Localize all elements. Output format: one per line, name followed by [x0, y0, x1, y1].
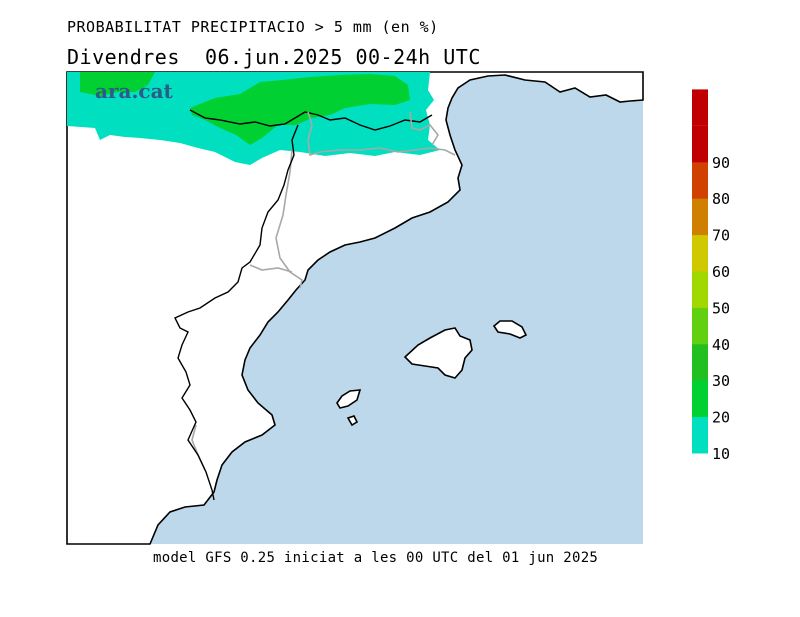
- legend-swatch: [692, 125, 708, 163]
- region-boundary: [249, 264, 293, 273]
- legend-swatch-top: [692, 89, 708, 126]
- legend-label: 70: [712, 227, 730, 245]
- map-title: PROBABILITAT PRECIPITACIO > 5 mm (en %): [67, 18, 439, 36]
- probability-field-20: [190, 74, 410, 145]
- island-mallorca: [403, 327, 473, 379]
- legend-swatch: [692, 343, 708, 381]
- model-run-footer: model GFS 0.25 iniciat a les 00 UTC del …: [153, 550, 599, 566]
- probability-field-20: [80, 72, 155, 96]
- island-eivissa: [336, 389, 362, 409]
- legend-label: 40: [712, 336, 730, 354]
- legend-swatch: [692, 416, 708, 454]
- legend-swatch: [692, 307, 708, 345]
- island-formentera: [346, 415, 359, 427]
- legend-swatch: [692, 271, 708, 308]
- island-menorca: [492, 320, 528, 339]
- legend-swatch: [692, 234, 708, 272]
- region-boundary: [409, 111, 439, 146]
- legend-label: 10: [712, 445, 730, 463]
- map-subtitle: Divendres 06.jun.2025 00-24h UTC: [67, 45, 481, 69]
- legend-label: 60: [712, 263, 730, 281]
- legend-label: 80: [712, 190, 730, 208]
- legend-swatch: [692, 198, 708, 236]
- legend-swatch: [692, 380, 708, 418]
- legend-label: 30: [712, 372, 730, 390]
- legend-label: 90: [712, 154, 730, 172]
- ara-cat-logo: ara.cat: [95, 79, 174, 103]
- mainland: [66, 71, 644, 545]
- legend-label: 50: [712, 299, 730, 317]
- region-boundary: [275, 149, 303, 289]
- region-boundary: [307, 111, 456, 157]
- legend-swatch: [692, 161, 708, 199]
- inland-border: [174, 124, 299, 501]
- probability-legend: 10 20 30 40 50 60 70 80 90: [692, 89, 730, 463]
- legend-label: 20: [712, 409, 730, 427]
- pyrenees-border: [189, 109, 433, 131]
